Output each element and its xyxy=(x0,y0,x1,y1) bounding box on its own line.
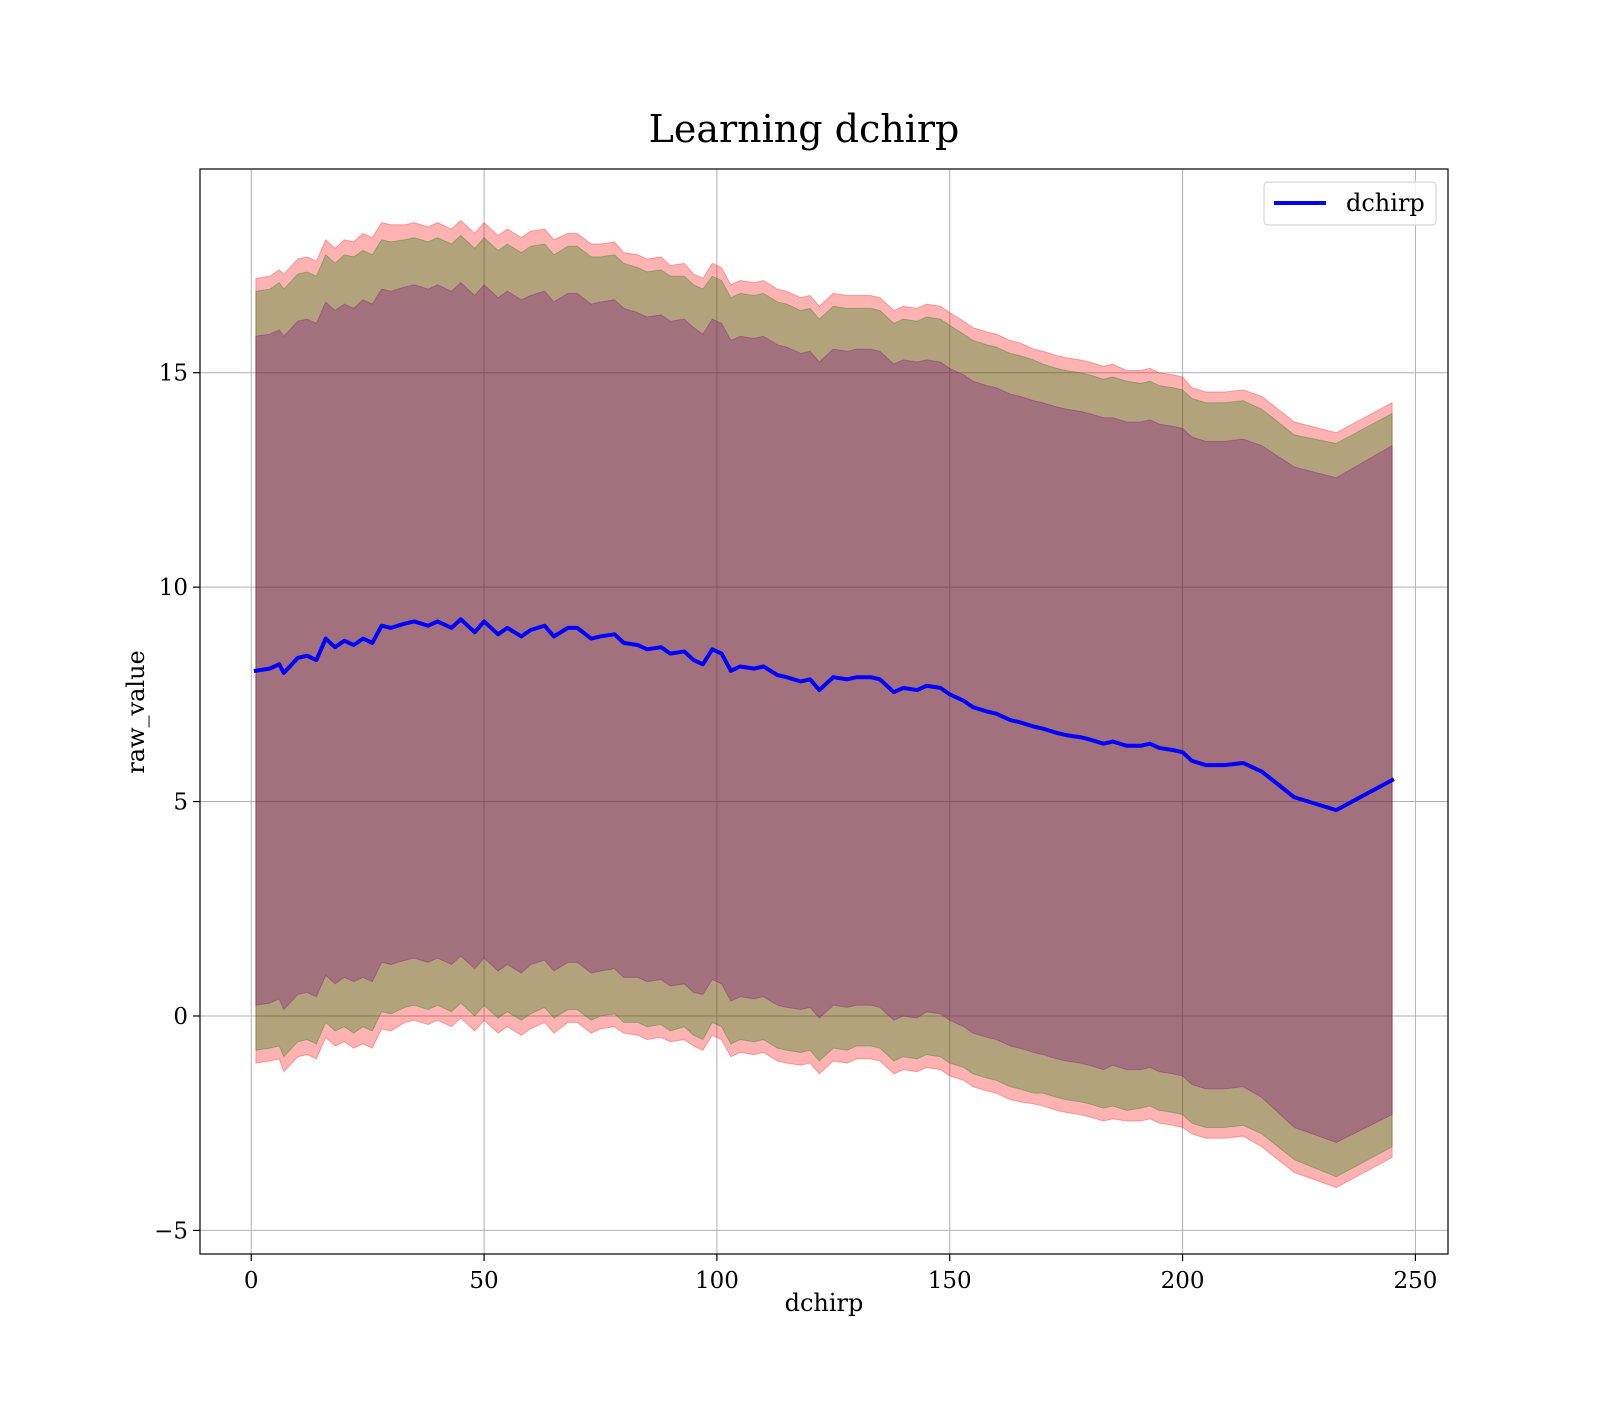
x-axis-label: dchirp xyxy=(785,1289,864,1317)
y-tick-label: 10 xyxy=(159,575,188,601)
legend: dchirp xyxy=(1263,181,1437,226)
plot-frame xyxy=(199,168,1449,1255)
x-tick-label: 250 xyxy=(1393,1268,1437,1294)
y-tick-label: −5 xyxy=(154,1218,188,1244)
band-middle xyxy=(255,234,1393,1178)
legend-label: dchirp xyxy=(1346,189,1425,217)
y-tick-label: 15 xyxy=(159,361,188,387)
grid-layer xyxy=(200,169,1448,1254)
band-outer xyxy=(255,219,1393,1189)
y-tick-label: 5 xyxy=(173,790,188,816)
x-tick-label: 50 xyxy=(469,1268,498,1294)
band-inner xyxy=(255,281,1393,1144)
x-tick-label: 200 xyxy=(1161,1268,1205,1294)
chart-title: Learning dchirp xyxy=(649,107,960,151)
legend-box xyxy=(1263,181,1437,226)
y-axis-label: raw_value xyxy=(122,650,150,774)
band-layer xyxy=(255,219,1393,1189)
series-line-dchirp xyxy=(253,617,1395,813)
tick-layer: 0 50 100 150 200 250 −5 0 5 10 15 xyxy=(154,361,1437,1294)
x-tick-label: 150 xyxy=(928,1268,972,1294)
x-tick-label: 0 xyxy=(244,1268,259,1294)
y-tick-label: 0 xyxy=(173,1004,188,1030)
line-layer xyxy=(253,617,1395,813)
x-tick-label: 100 xyxy=(695,1268,739,1294)
